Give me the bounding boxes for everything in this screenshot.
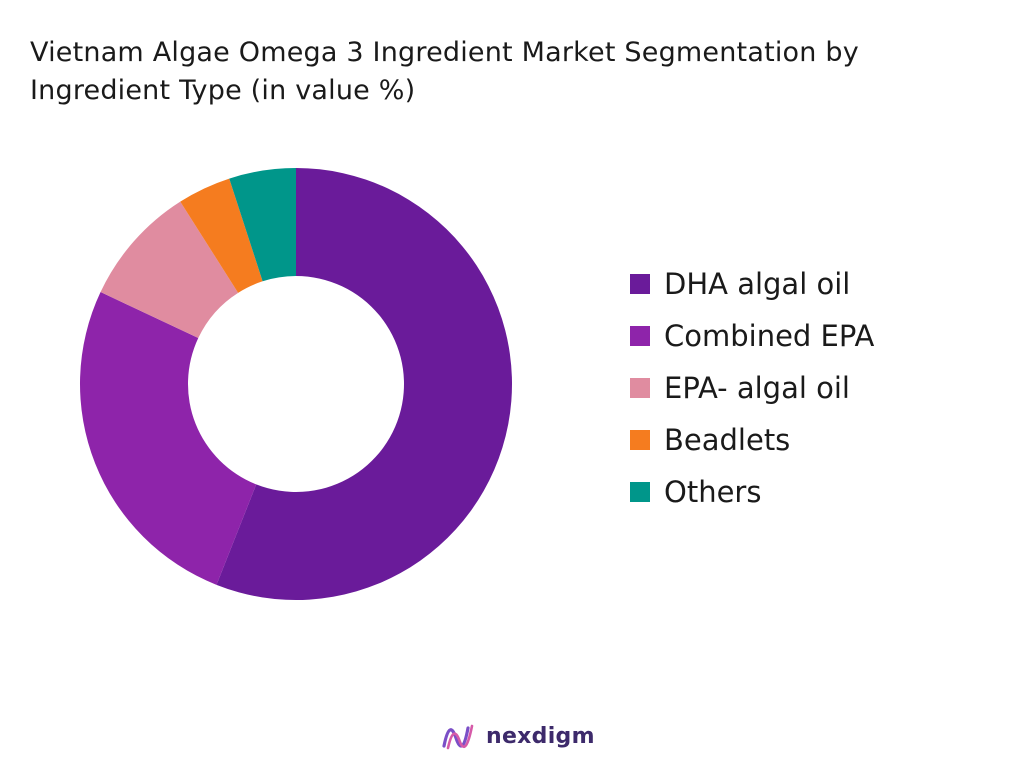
brand-name: nexdigm — [486, 723, 595, 749]
legend-item: DHA algal oil — [630, 258, 874, 310]
legend-swatch — [630, 430, 650, 450]
legend-label: EPA- algal oil — [664, 371, 850, 405]
legend-item: Beadlets — [630, 414, 874, 466]
legend-swatch — [630, 326, 650, 346]
slice-combined-epa — [79, 292, 257, 585]
slice-dha-algal-oil — [216, 168, 512, 601]
legend-swatch — [630, 274, 650, 294]
legend-item: EPA- algal oil — [630, 362, 874, 414]
chart-title: Vietnam Algae Omega 3 Ingredient Market … — [30, 37, 859, 106]
legend: DHA algal oil Combined EPA EPA- algal oil B… — [630, 258, 874, 518]
legend-item: Combined EPA — [630, 310, 874, 362]
legend-swatch — [630, 378, 650, 398]
legend-label: Beadlets — [664, 423, 791, 457]
legend-label: DHA algal oil — [664, 267, 851, 301]
legend-swatch — [630, 482, 650, 502]
legend-item: Others — [630, 466, 874, 518]
brand-logo: nexdigm — [438, 716, 595, 756]
legend-label: Others — [664, 475, 762, 509]
legend-label: Combined EPA — [664, 319, 875, 353]
nexdigm-logo-icon — [442, 724, 474, 750]
slice-others — [229, 168, 296, 282]
slice-beadlets — [180, 178, 263, 293]
slice-epa-algal-oil — [100, 201, 239, 339]
